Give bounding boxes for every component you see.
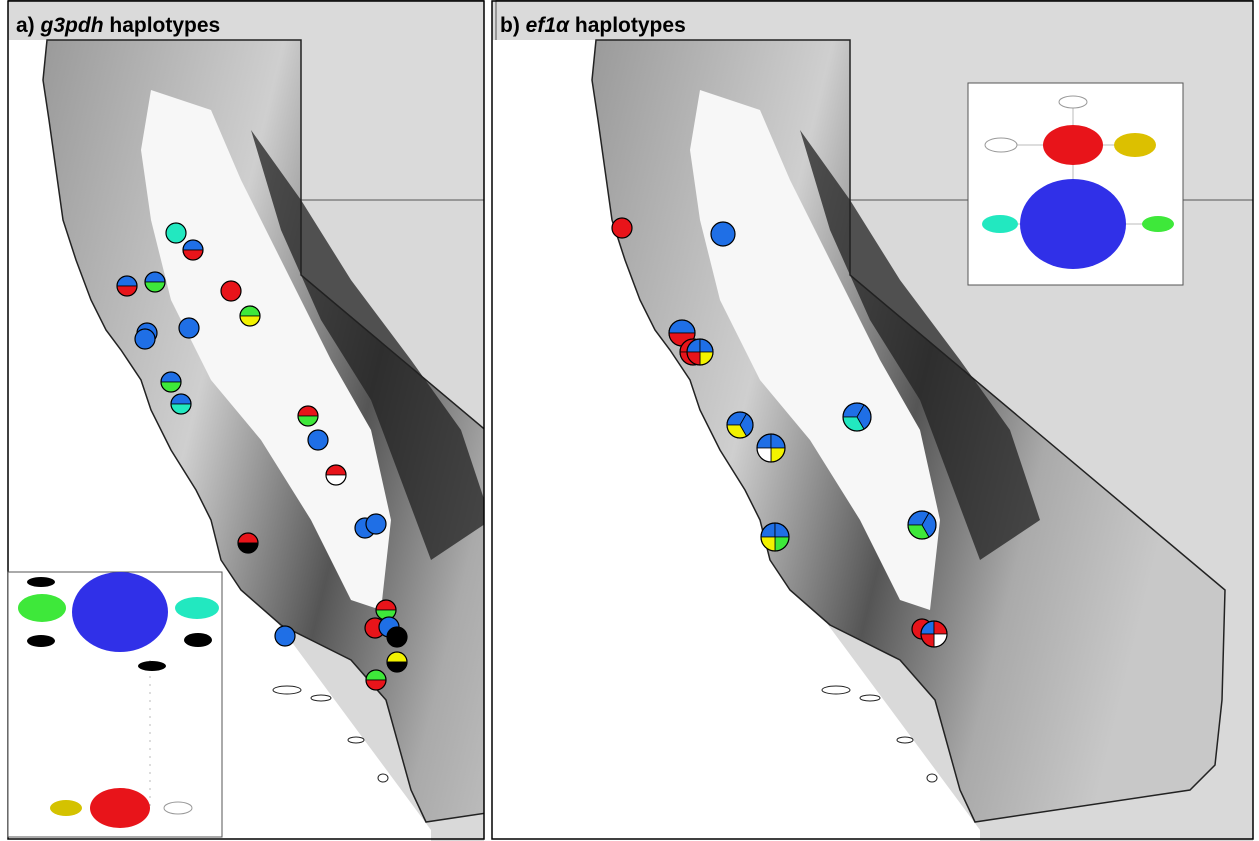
haplotype-node (184, 633, 212, 647)
title-rest: haplotypes (575, 14, 686, 37)
sample-site (366, 514, 386, 534)
haplotype-node (1059, 96, 1087, 108)
figure: a) g3pdh haplotypes b) ef1α haplotypes (0, 0, 1259, 841)
haplotype-node (175, 597, 219, 619)
gene-name: g3pdh (40, 14, 104, 37)
sample-site (166, 223, 186, 243)
sample-site (612, 218, 632, 238)
haplotype-node (1043, 125, 1103, 165)
island (822, 686, 850, 694)
haplotype-node (1020, 179, 1126, 269)
network-inset (8, 572, 222, 837)
island (378, 774, 388, 782)
haplotype-node (27, 577, 55, 587)
panel-label: b) (500, 14, 520, 37)
haplotype-node (50, 800, 82, 816)
haplotype-node (1114, 133, 1156, 157)
sample-site (179, 318, 199, 338)
island (273, 686, 301, 694)
island (311, 695, 331, 701)
haplotype-node (138, 661, 166, 671)
haplotype-node (1142, 216, 1174, 232)
island (927, 774, 937, 782)
island (348, 737, 364, 743)
haplotype-node (985, 138, 1017, 152)
island (897, 737, 913, 743)
haplotype-node (982, 215, 1018, 233)
sample-site (308, 430, 328, 450)
sample-site (387, 627, 407, 647)
haplotype-node (18, 594, 66, 622)
sample-site (275, 626, 295, 646)
network-inset (968, 83, 1183, 285)
haplotype-node (164, 802, 192, 814)
island (860, 695, 880, 701)
sample-site (221, 281, 241, 301)
title-rest: haplotypes (109, 14, 220, 37)
haplotype-node (90, 788, 150, 828)
gene-name: ef1α (526, 14, 570, 37)
panel-title: b) ef1α haplotypes (500, 14, 686, 37)
sample-site (135, 329, 155, 349)
haplotype-node (27, 635, 55, 647)
sample-site (711, 222, 735, 246)
panel-label: a) (16, 14, 35, 37)
haplotype-node (72, 572, 168, 652)
panel-title: a) g3pdh haplotypes (16, 14, 220, 37)
